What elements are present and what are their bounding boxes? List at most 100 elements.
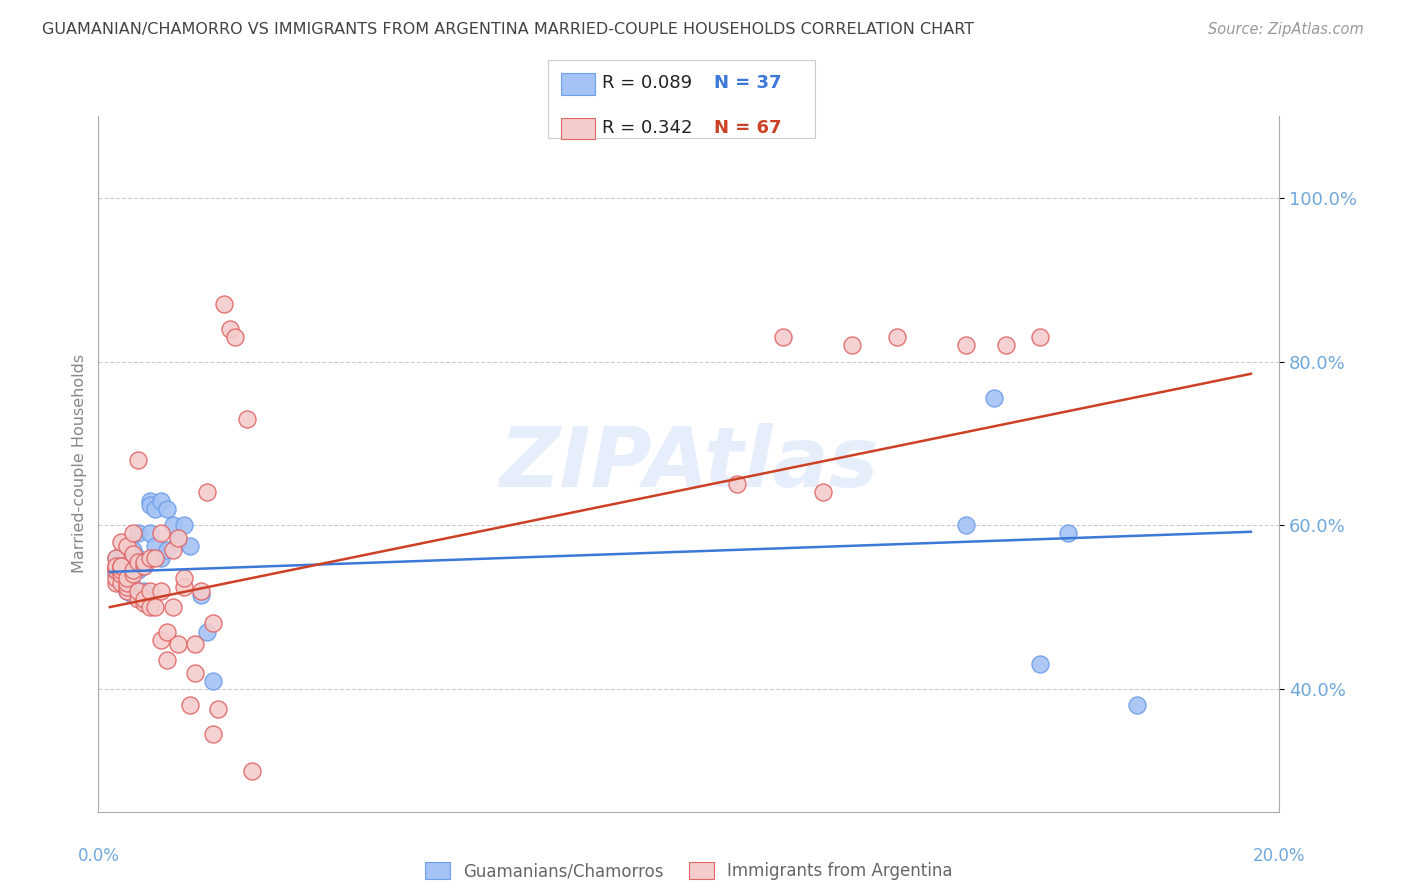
Point (173, 571, 195, 585)
Text: R = 0.342: R = 0.342 (602, 119, 692, 136)
Point (127, 583, 149, 598)
Point (156, 653, 179, 667)
Point (150, 526, 173, 541)
Point (201, 616, 224, 631)
Point (132, 591, 155, 606)
Point (190, 588, 212, 602)
Point (110, 563, 132, 577)
Point (145, 501, 167, 516)
Point (127, 555, 149, 569)
Point (184, 665, 207, 680)
Point (139, 583, 162, 598)
Point (772, 330, 794, 344)
Text: 20.0%: 20.0% (1253, 847, 1306, 865)
Point (156, 624, 179, 639)
Text: GUAMANIAN/CHAMORRO VS IMMIGRANTS FROM ARGENTINA MARRIED-COUPLE HOUSEHOLDS CORREL: GUAMANIAN/CHAMORRO VS IMMIGRANTS FROM AR… (42, 22, 974, 37)
Point (167, 534, 190, 549)
Point (190, 583, 212, 598)
Point (725, 477, 748, 491)
Point (104, 571, 127, 585)
Point (184, 637, 207, 651)
Point (179, 539, 201, 553)
Point (179, 698, 201, 713)
Text: ZIPAtlas: ZIPAtlas (499, 424, 879, 504)
Point (173, 518, 195, 533)
Point (841, 338, 863, 352)
Point (173, 580, 195, 594)
Y-axis label: Married-couple Households: Married-couple Households (72, 354, 87, 574)
Point (110, 575, 132, 590)
Point (162, 542, 184, 557)
Point (127, 551, 149, 566)
Point (132, 555, 155, 569)
Point (218, 322, 240, 336)
Point (156, 501, 179, 516)
Point (150, 551, 173, 566)
Point (115, 571, 138, 585)
Point (224, 330, 246, 344)
Point (195, 624, 218, 639)
Point (110, 567, 132, 582)
Point (983, 392, 1005, 406)
Point (1057, 526, 1080, 541)
Point (139, 493, 162, 508)
Point (145, 600, 167, 615)
Point (115, 580, 138, 594)
Point (115, 583, 138, 598)
Point (150, 632, 173, 647)
Point (104, 559, 127, 574)
Point (121, 542, 143, 557)
Text: 0.0%: 0.0% (77, 847, 120, 865)
Text: N = 67: N = 67 (714, 119, 782, 136)
Point (121, 563, 143, 577)
Point (886, 330, 908, 344)
Point (811, 485, 834, 500)
Point (207, 702, 229, 716)
Point (104, 551, 127, 566)
Point (242, 764, 264, 778)
Legend: Guamanians/Chamorros, Immigrants from Argentina: Guamanians/Chamorros, Immigrants from Ar… (419, 855, 959, 887)
Point (1029, 330, 1052, 344)
Point (104, 551, 127, 566)
Point (162, 600, 184, 615)
Point (132, 559, 155, 574)
Point (110, 575, 132, 590)
Point (121, 588, 143, 602)
Point (132, 559, 155, 574)
Point (212, 297, 235, 311)
Point (145, 539, 167, 553)
Point (132, 583, 155, 598)
Point (145, 551, 167, 566)
Point (110, 534, 132, 549)
Point (121, 567, 143, 582)
Point (115, 539, 138, 553)
Point (127, 563, 149, 577)
Point (201, 727, 224, 741)
Point (1029, 657, 1052, 672)
Point (167, 637, 190, 651)
Point (104, 559, 127, 574)
Point (955, 518, 977, 533)
Point (115, 563, 138, 577)
Point (139, 600, 162, 615)
Point (104, 567, 127, 582)
Point (110, 559, 132, 574)
Point (162, 518, 184, 533)
Point (104, 563, 127, 577)
Point (150, 493, 173, 508)
Point (167, 531, 190, 545)
Point (994, 338, 1017, 352)
Point (139, 498, 162, 512)
Point (104, 575, 127, 590)
Point (1126, 698, 1149, 713)
Point (127, 452, 149, 467)
Point (127, 591, 149, 606)
Point (132, 596, 155, 610)
Point (121, 526, 143, 541)
Point (955, 338, 977, 352)
Text: R = 0.089: R = 0.089 (602, 74, 692, 92)
Point (115, 575, 138, 590)
Point (115, 547, 138, 561)
Point (121, 580, 143, 594)
Text: N = 37: N = 37 (714, 74, 782, 92)
